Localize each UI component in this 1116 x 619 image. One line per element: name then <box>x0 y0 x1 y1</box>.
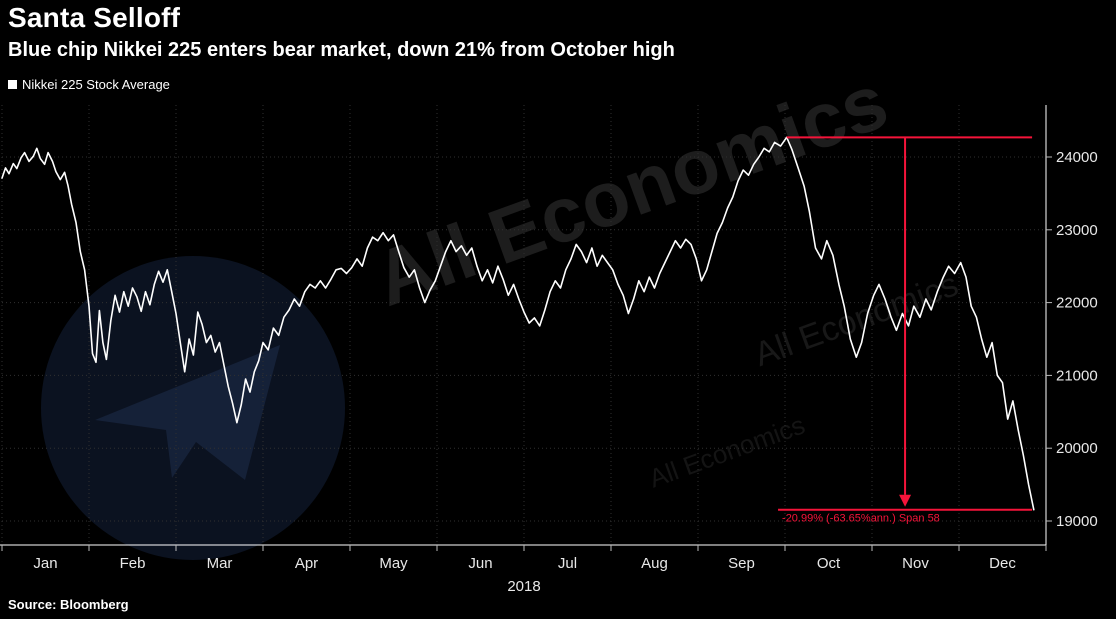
x-axis-label: Jul <box>558 555 577 572</box>
y-axis-label: 23000 <box>1056 222 1098 239</box>
page-subtitle: Blue chip Nikkei 225 enters bear market,… <box>8 39 675 61</box>
paper-plane-icon <box>95 345 280 480</box>
legend-label: Nikkei 225 Stock Average <box>22 77 170 92</box>
x-axis-label: May <box>379 555 408 572</box>
y-axis-label: 24000 <box>1056 149 1098 166</box>
x-axis-label: Mar <box>207 555 233 572</box>
y-axis-label: 20000 <box>1056 440 1098 457</box>
drawdown-arrowhead-icon <box>899 494 912 507</box>
price-line <box>1 136 1035 511</box>
x-axis-label: Sep <box>728 555 755 572</box>
source-label: Source: Bloomberg <box>8 597 129 612</box>
page-title: Santa Selloff <box>8 2 181 33</box>
gridlines <box>1 105 1047 545</box>
chart-header: Santa Selloff Blue chip Nikkei 225 enter… <box>0 0 683 94</box>
x-axis-label: Oct <box>817 555 841 572</box>
legend-swatch-icon <box>8 80 17 89</box>
x-axis-label: Apr <box>295 555 318 572</box>
x-axis-label: Jan <box>33 555 57 572</box>
watermark-text-small: All Economics <box>645 410 809 494</box>
y-axis-label: 21000 <box>1056 367 1098 384</box>
x-axis-label: Aug <box>641 555 668 572</box>
y-axis-label: 22000 <box>1056 295 1098 312</box>
y-axis-label: 19000 <box>1056 513 1098 530</box>
legend: Nikkei 225 Stock Average <box>8 77 675 92</box>
drawdown-label: -20.99% (-63.65%ann.) Span 58 <box>782 513 940 525</box>
x-axis-label: Dec <box>989 555 1016 572</box>
x-axis-label: Feb <box>120 555 146 572</box>
watermark-text-large: All Economics <box>363 56 898 323</box>
x-axis-year-label: 2018 <box>507 578 540 595</box>
x-axis-label: Nov <box>902 555 929 572</box>
drawdown-annotation: -20.99% (-63.65%ann.) Span 58 <box>778 136 1033 525</box>
x-axis-label: Jun <box>468 555 492 572</box>
